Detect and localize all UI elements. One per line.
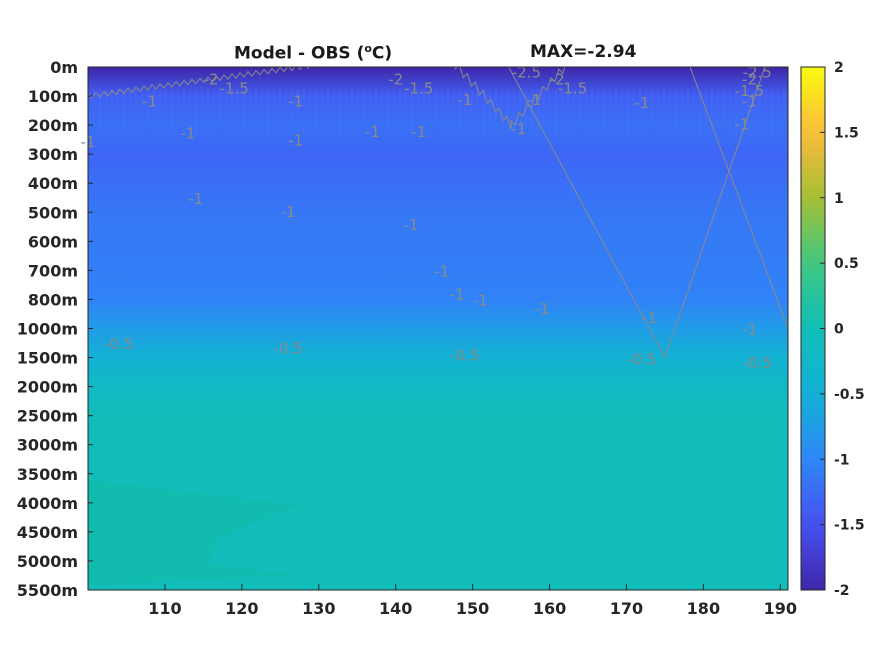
contour-label: -1	[434, 262, 449, 280]
contour-label: -1	[634, 94, 649, 112]
y-tick-label: 1000m	[17, 320, 78, 339]
contour-line	[88, 0, 788, 2]
contour-line	[88, 67, 317, 99]
colorbar-tick-label: 1.5	[834, 125, 859, 141]
colorbar-tick-label: -0.5	[834, 387, 865, 403]
contour-label: -2.5	[743, 63, 772, 81]
contour-label: -1	[734, 116, 749, 134]
contour-lines	[88, 0, 788, 359]
y-tick-label: 800m	[28, 290, 78, 309]
x-tick-label: 170	[610, 599, 643, 618]
contour-label: -1	[527, 91, 542, 109]
y-tick-label: 400m	[28, 174, 78, 193]
y-tick-label: 2500m	[17, 407, 78, 426]
contour-label: -1	[288, 132, 303, 150]
contour-label: -1	[742, 92, 757, 110]
contour-line	[508, 67, 766, 359]
y-tick-label: 4000m	[17, 494, 78, 513]
contour-label: -1.5	[735, 82, 764, 100]
y-tick-label: 3000m	[17, 436, 78, 455]
x-tick-label: 110	[148, 599, 181, 618]
contour-label: -2.5	[512, 63, 541, 81]
contour-label: -0.5	[743, 354, 772, 372]
y-tick-label: 100m	[28, 87, 78, 106]
x-tick-label: 190	[764, 599, 797, 618]
deep-anomaly-patch	[88, 480, 300, 585]
contour-label: -1	[473, 291, 488, 309]
y-tick-label: 3500m	[17, 465, 78, 484]
colorbar-tick-label: 0	[834, 322, 844, 338]
heatmap-field	[88, 67, 788, 590]
y-tick-label: 5500m	[17, 581, 78, 600]
colorbar: 2 1.5 1 0.5 0 -0.5 -1 -1.5 -2	[800, 60, 865, 599]
x-tick-label: 150	[456, 599, 489, 618]
y-tick-label: 500m	[28, 203, 78, 222]
y-axis: 0m 100m 200m 300m 400m 500m 600m 700m 800m 1000m 1…	[17, 58, 93, 600]
y-tick-label: 300m	[28, 145, 78, 164]
colorbar-tick-label: 2	[834, 60, 844, 76]
contour-label: -0.5	[627, 351, 656, 369]
contour-label: -0.5	[273, 340, 302, 358]
colorbar-ticks: 2 1.5 1 0.5 0 -0.5 -1 -1.5 -2	[820, 60, 865, 599]
contour-label: -1.5	[220, 79, 249, 97]
x-tick-label: 140	[379, 599, 412, 618]
contour-label: -2	[742, 71, 757, 89]
y-tick-label: 2000m	[17, 378, 78, 397]
y-tick-label: 700m	[28, 261, 78, 280]
contour-label: -0.5	[450, 347, 479, 365]
y-tick-label: 1500m	[17, 349, 78, 368]
contour-label: -2	[388, 71, 403, 89]
contour-label: -1	[181, 124, 196, 142]
contour-label: -1	[142, 92, 157, 110]
colorbar-tick-label: -1.5	[834, 518, 865, 534]
y-tick-label: 4500m	[17, 523, 78, 542]
y-tick-label: 200m	[28, 116, 78, 135]
contour-label: -1	[288, 92, 303, 110]
colorbar-tick-label: -2	[834, 583, 850, 599]
contour-label: -1	[365, 123, 380, 141]
contour-label: -1	[457, 91, 472, 109]
colorbar-tick-label: -1	[834, 452, 850, 468]
contour-label: -1	[281, 203, 296, 221]
x-tick-label: 120	[225, 599, 258, 618]
x-tick-label: 130	[302, 599, 335, 618]
contour-label: -2	[550, 71, 565, 89]
contour-label: -0.5	[104, 335, 133, 353]
contour-label: -1	[450, 286, 465, 304]
y-tick-label: 0m	[50, 58, 78, 77]
contour-label: -1.5	[558, 79, 587, 97]
contour-label: -1	[411, 123, 426, 141]
contour-label: -1	[534, 300, 549, 318]
plot-area: -2 -2 -2 -2-1.5 -1.5 -1.5 -1.5-2.5 -2.5-1 -1 -1 -1…	[81, 0, 789, 591]
contour-line	[88, 0, 788, 2]
contour-label: -1	[642, 309, 657, 327]
chart-title: Model - OBS (oC)	[234, 42, 393, 64]
contour-label: -1	[742, 321, 757, 339]
contour-label: -1	[404, 216, 419, 234]
y-tick-label: 5000m	[17, 552, 78, 571]
contour-label: -1	[511, 120, 526, 138]
contour-label: -2	[204, 71, 219, 89]
contour-labels: -2 -2 -2 -2-1.5 -1.5 -1.5 -1.5-2.5 -2.5-1 -1 -1 -1…	[81, 63, 772, 372]
x-tick-label: 160	[533, 599, 566, 618]
max-label: MAX=-2.94	[530, 42, 637, 62]
y-tick-label: 600m	[28, 232, 78, 251]
contour-label: -1.5	[404, 79, 433, 97]
x-axis: 110 120 130 140 150 160 170 180 190	[148, 584, 797, 618]
contour-label: -1	[188, 190, 203, 208]
colorbar-tick-label: 0.5	[834, 256, 859, 272]
colorbar-tick-label: 1	[834, 191, 844, 207]
x-tick-label: 180	[687, 599, 720, 618]
